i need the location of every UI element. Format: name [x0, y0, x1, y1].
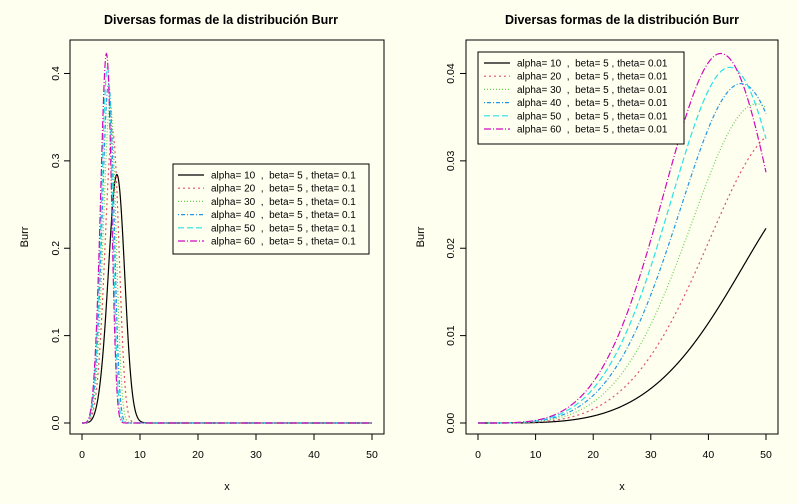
legend-label-1: alpha= 10 , beta= 5 , theta= 0.1	[211, 171, 356, 182]
chart-panel-2: Diversas formas de la distribución Burr 0…	[415, 13, 779, 493]
legend-label-2: alpha= 20 , beta= 5 , theta= 0.1	[211, 184, 356, 195]
legend-box	[172, 163, 370, 255]
x-tick-label: 20	[192, 449, 204, 461]
x-tick-label: 0	[79, 449, 85, 461]
chart-panel-1: Diversas formas de la distribución Burr 0…	[19, 13, 385, 493]
x-tick-label: 50	[760, 449, 772, 461]
x-axis: 0 10 20 30 40 50	[475, 433, 772, 461]
x-tick-label: 0	[475, 449, 481, 461]
y-axis-label: Burr	[415, 226, 427, 247]
y-tick-label: 0.04	[445, 63, 457, 84]
x-tick-label: 10	[134, 449, 146, 461]
y-axis: 0.00 0.01 0.02 0.03 0.04	[445, 63, 467, 434]
legend: alpha= 10 , beta= 5 , theta= 0.1 alpha= 2…	[172, 163, 370, 255]
x-axis: 0 10 20 30 40 50	[79, 433, 378, 461]
series-line-3	[82, 103, 372, 424]
x-tick-label: 50	[366, 449, 378, 461]
y-tick-label: 0.0	[50, 416, 62, 431]
series-group	[82, 52, 372, 424]
x-tick-label: 20	[587, 449, 599, 461]
x-tick-label: 30	[250, 449, 262, 461]
y-tick-label: 0.4	[50, 66, 62, 81]
legend-label-4: alpha= 40 , beta= 5 , theta= 0.01	[517, 98, 668, 109]
x-axis-label: x	[619, 481, 625, 493]
y-tick-label: 0.2	[50, 241, 62, 256]
series-line-6	[82, 52, 372, 424]
series-line-3	[478, 103, 767, 424]
legend-label-2: alpha= 20 , beta= 5 , theta= 0.01	[517, 72, 668, 83]
y-tick-label: 0.00	[445, 413, 457, 434]
series-line-6	[478, 52, 767, 424]
legend-label-5: alpha= 50 , beta= 5 , theta= 0.1	[211, 223, 356, 234]
legend-box	[477, 51, 685, 145]
series-group	[478, 52, 767, 424]
y-tick-label: 0.02	[445, 238, 457, 259]
y-tick-label: 0.3	[50, 153, 62, 168]
y-tick-label: 0.1	[50, 328, 62, 343]
legend-label-6: alpha= 60 , beta= 5 , theta= 0.01	[517, 125, 668, 136]
y-axis: 0.0 0.1 0.2 0.3 0.4	[50, 66, 71, 431]
y-tick-label: 0.03	[445, 150, 457, 171]
x-tick-label: 40	[703, 449, 715, 461]
chart-title: Diversas formas de la distribución Burr	[505, 13, 739, 27]
x-axis-label: x	[224, 481, 230, 493]
legend-label-6: alpha= 60 , beta= 5 , theta= 0.1	[211, 237, 356, 248]
chart-title: Diversas formas de la distribución Burr	[104, 13, 338, 27]
legend-label-4: alpha= 40 , beta= 5 , theta= 0.1	[211, 210, 356, 221]
legend-label-3: alpha= 30 , beta= 5 , theta= 0.1	[211, 197, 356, 208]
legend-label-1: alpha= 10 , beta= 5 , theta= 0.01	[517, 59, 668, 70]
x-tick-label: 40	[308, 449, 320, 461]
y-tick-label: 0.01	[445, 325, 457, 346]
x-tick-label: 10	[530, 449, 542, 461]
legend-label-5: alpha= 50 , beta= 5 , theta= 0.01	[517, 111, 668, 122]
legend: alpha= 10 , beta= 5 , theta= 0.01 alpha= …	[477, 51, 685, 145]
y-axis-label: Burr	[19, 226, 31, 247]
x-tick-label: 30	[645, 449, 657, 461]
series-line-2	[478, 136, 767, 424]
legend-label-3: alpha= 30 , beta= 5 , theta= 0.01	[517, 85, 668, 96]
series-line-1	[478, 228, 767, 424]
